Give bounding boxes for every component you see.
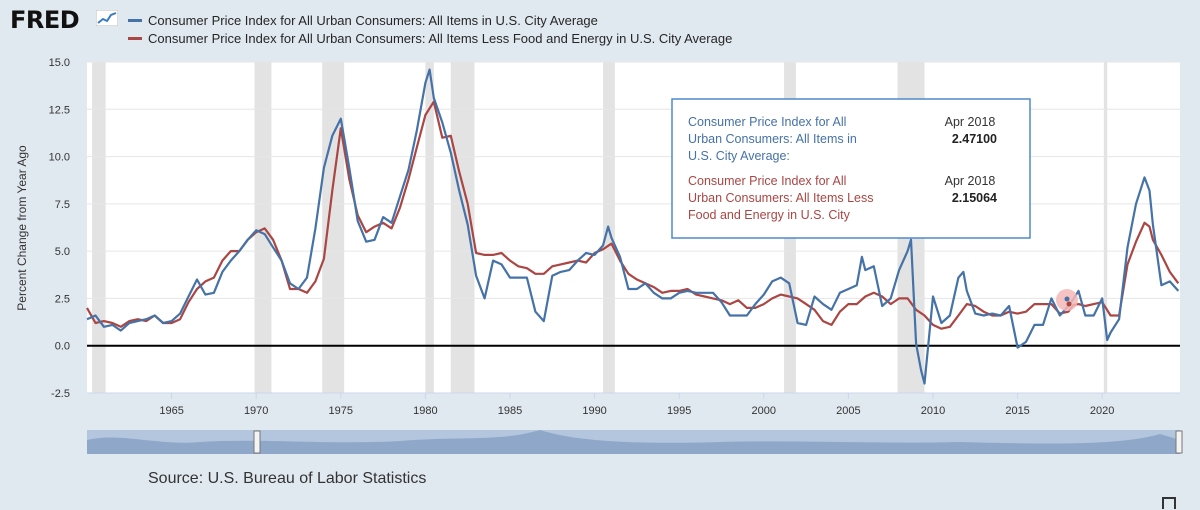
line-chart[interactable]: -2.5 0.0 2.5 5.0 7.5 10.0 12.5 15.0 1965 1970 197… [0, 0, 1200, 470]
source-note: Source: U.S. Bureau of Labor Statistics [148, 470, 427, 487]
legend-swatch-blue [128, 18, 142, 22]
legend-label-cpi-core: Consumer Price Index for All Urban Consu… [148, 30, 733, 46]
x-tick-label: 1980 [413, 405, 437, 417]
x-tick-label: 2015 [1005, 405, 1029, 417]
x-tick-label: 2020 [1090, 405, 1114, 417]
y-tick-label: -2.5 [51, 388, 70, 400]
x-tick-label: 1995 [667, 405, 691, 417]
y-tick-label: 0.0 [55, 341, 70, 353]
recession-band [254, 62, 272, 393]
tooltip-series2-label: Consumer Price Index for All Urban Consum… [688, 174, 874, 222]
hover-point-blue [1064, 296, 1070, 302]
navigator-left-handle[interactable] [253, 430, 261, 454]
navigator-right-handle[interactable] [1175, 430, 1183, 454]
x-tick-label: 1990 [582, 405, 606, 417]
tooltip-series1-label: Consumer Price Index for All Urban Consum… [688, 115, 857, 163]
x-tick-label: 2000 [752, 405, 776, 417]
series-line-cpi-all-items[interactable] [86, 68, 1180, 385]
x-tick-label: 2005 [836, 405, 860, 417]
fred-chart-logo-icon [96, 10, 118, 26]
y-tick-label: 15.0 [49, 57, 70, 69]
y-axis-label: Percent Change from Year Ago [15, 145, 29, 311]
tooltip-series1-value: 2.47100 [952, 132, 997, 146]
legend-label-cpi-all-items: Consumer Price Index for All Urban Consu… [148, 12, 598, 28]
tooltip-series2-value: 2.15064 [952, 191, 997, 205]
range-navigator[interactable] [87, 430, 1183, 454]
y-tick-label: 7.5 [55, 199, 70, 211]
y-tick-label: 10.0 [49, 152, 70, 164]
tooltip: Consumer Price Index for All Urban Consum… [671, 98, 1031, 239]
recession-band [322, 62, 345, 393]
tooltip-series1-date: Apr 2018 [945, 115, 996, 129]
x-tick-label: 1970 [244, 405, 268, 417]
tooltip-series2-date: Apr 2018 [945, 174, 996, 188]
recession-band [425, 62, 434, 393]
y-tick-label: 5.0 [55, 246, 70, 258]
legend-item-cpi-core[interactable]: Consumer Price Index for All Urban Consu… [128, 29, 732, 47]
x-tick-label: 1965 [159, 405, 183, 417]
recession-band [1103, 62, 1108, 393]
hover-point-red [1066, 301, 1072, 307]
legend-swatch-red [128, 36, 142, 40]
legend: Consumer Price Index for All Urban Consu… [128, 11, 732, 47]
recession-band [92, 62, 106, 393]
navigator-area [87, 430, 1180, 454]
x-tick-label: 2010 [921, 405, 945, 417]
fred-logo[interactable]: FRED [10, 6, 80, 34]
x-tick-label: 1975 [329, 405, 353, 417]
y-tick-label: 2.5 [55, 293, 70, 305]
x-tick-label: 1985 [498, 405, 522, 417]
fullscreen-icon[interactable] [1162, 497, 1176, 509]
legend-item-cpi-all-items[interactable]: Consumer Price Index for All Urban Consu… [128, 11, 732, 29]
recession-band [450, 62, 475, 393]
y-tick-label: 12.5 [49, 104, 70, 116]
